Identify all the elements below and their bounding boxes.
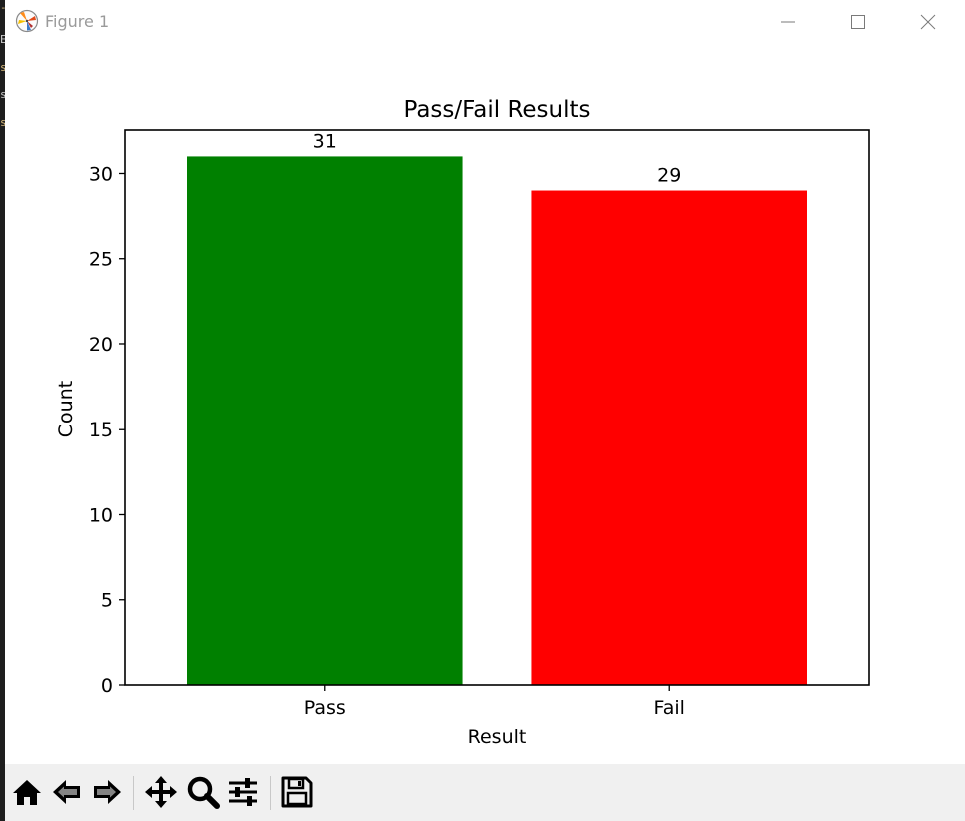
ticks-layer: Pass Fail 0 5 10 15 20 25 30	[89, 163, 685, 719]
y-tick-label: 25	[89, 249, 113, 271]
title-bar[interactable]: Figure 1	[5, 0, 965, 44]
close-button[interactable]	[905, 6, 951, 38]
maximize-icon	[851, 15, 865, 29]
bar-chart: Pass/Fail Results 31 29 Pass Fail 0 5 10 15 20 2…	[55, 97, 870, 748]
save-icon	[281, 776, 313, 808]
figure-canvas[interactable]: Pass/Fail Results 31 29 Pass Fail 0 5 10 15 20 2…	[5, 44, 965, 764]
y-tick-label: 20	[89, 334, 113, 356]
pan-icon	[145, 776, 177, 808]
matplotlib-logo-icon	[15, 9, 39, 33]
navigation-toolbar	[5, 764, 965, 821]
home-button[interactable]	[9, 774, 45, 810]
bar-value-label: 29	[657, 165, 681, 187]
y-tick-label: 0	[101, 675, 113, 697]
bar-value-label: 31	[313, 130, 337, 152]
chart-title: Pass/Fail Results	[404, 97, 591, 123]
x-tick-label: Fail	[654, 697, 685, 719]
background-text-fragment: s	[0, 88, 7, 101]
configure-subplots-icon	[229, 778, 257, 806]
close-icon	[920, 14, 936, 30]
y-tick-label: 15	[89, 419, 113, 441]
x-tick-label: Pass	[304, 697, 346, 719]
background-text-fragment: E	[0, 33, 7, 46]
y-axis-label: Count	[55, 381, 77, 437]
y-tick-label: 5	[101, 590, 113, 612]
zoom-button[interactable]	[185, 774, 221, 810]
y-tick-label: 30	[89, 163, 113, 185]
back-button[interactable]	[49, 774, 85, 810]
plot-area-frame	[124, 129, 870, 686]
bar-pass	[187, 156, 463, 685]
background-text-fragment: -	[0, 1, 7, 14]
forward-icon	[94, 780, 121, 804]
minimize-icon	[781, 21, 795, 23]
forward-button[interactable]	[89, 774, 125, 810]
pan-button[interactable]	[143, 774, 179, 810]
maximize-button[interactable]	[835, 6, 881, 38]
bar-fail	[531, 190, 807, 685]
home-icon	[13, 780, 41, 805]
toolbar-separator	[133, 776, 134, 810]
background-text-fragment: s	[0, 61, 7, 74]
y-tick-label: 10	[89, 504, 113, 526]
back-icon	[53, 780, 80, 804]
bars-layer: 31 29	[187, 130, 807, 685]
window-title: Figure 1	[45, 12, 110, 31]
toolbar-separator	[270, 776, 271, 810]
minimize-button[interactable]	[765, 6, 811, 38]
x-axis-label: Result	[468, 726, 527, 748]
figure-window: Figure 1 Pass/Fail Results 31 29 Pass Fail…	[5, 0, 965, 821]
background-text-fragment: s	[0, 116, 7, 129]
save-button[interactable]	[279, 774, 315, 810]
background-window-strip: - E s s s	[0, 0, 7, 821]
configure-subplots-button[interactable]	[225, 774, 261, 810]
zoom-icon	[187, 776, 220, 809]
